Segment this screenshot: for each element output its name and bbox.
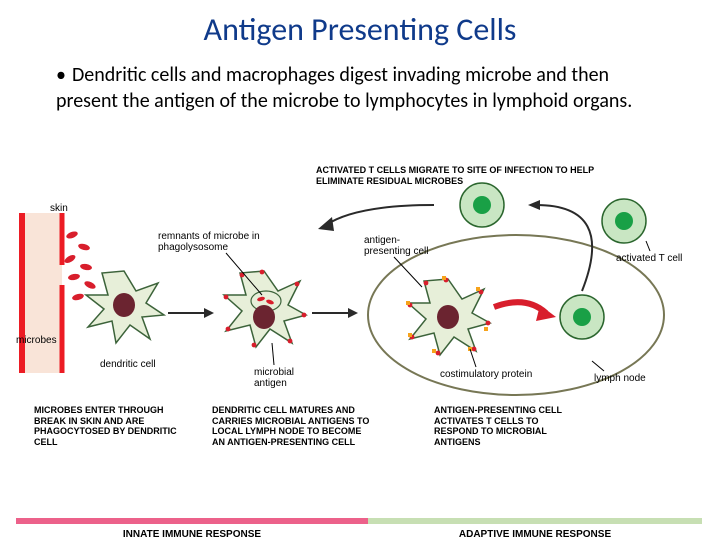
label-apc: antigen-presenting cell [364, 235, 434, 257]
label-remnants: remnants of microbe in phagolysosome [158, 231, 268, 253]
leader-apc [394, 257, 422, 287]
skin-rect [20, 213, 62, 373]
dendritic-cell-2 [224, 270, 307, 348]
bullet-text: •Dendritic cells and macrophages digest … [56, 63, 672, 114]
label-microbes: microbes [16, 335, 57, 346]
leader-costim [470, 349, 476, 367]
activated-t-cell-1 [602, 199, 646, 243]
caption-1: MICROBES ENTER THROUGH BREAK IN SKIN AND… [34, 405, 184, 447]
footer-adaptive: ADAPTIVE IMMUNE RESPONSE [368, 524, 702, 544]
t-cell-inside [560, 295, 604, 339]
bullet-content: Dendritic cells and macrophages digest i… [56, 63, 632, 113]
leader-antigen [272, 343, 274, 365]
caption-2: DENDRITIC CELL MATURES AND CARRIES MICRO… [212, 405, 372, 447]
leader-activated [646, 241, 650, 251]
dendritic-cell-1 [86, 271, 164, 343]
arrow-1 [168, 308, 214, 318]
leader-lymphnode [592, 361, 604, 371]
page-title: Antigen Presenting Cells [0, 10, 720, 49]
diagram-region: ACTIVATED T CELLS MIGRATE TO SITE OF INF… [16, 165, 704, 525]
activation-arrow [494, 302, 556, 321]
arrow-2 [312, 308, 358, 318]
innate-color-bar [16, 518, 368, 524]
migration-path [318, 200, 592, 291]
adaptive-text: ADAPTIVE IMMUNE RESPONSE [368, 529, 702, 540]
label-activated-t: activated T cell [616, 253, 682, 264]
bullet-dot: • [56, 63, 66, 87]
innate-text: INNATE IMMUNE RESPONSE [16, 529, 368, 540]
label-lymph-node: lymph node [594, 373, 646, 384]
microbes-group [63, 230, 96, 301]
antigen-presenting-cell [406, 276, 490, 355]
footer-innate: INNATE IMMUNE RESPONSE [16, 524, 368, 544]
label-costim: costimulatory protein [440, 369, 532, 380]
caption-3: ANTIGEN-PRESENTING CELL ACTIVATES T CELL… [434, 405, 584, 447]
label-skin: skin [50, 203, 68, 214]
label-dendritic: dendritic cell [100, 359, 156, 370]
label-microbial-antigen: microbial antigen [254, 367, 314, 389]
adaptive-color-bar [368, 518, 702, 524]
activated-t-cell-2 [460, 183, 504, 227]
